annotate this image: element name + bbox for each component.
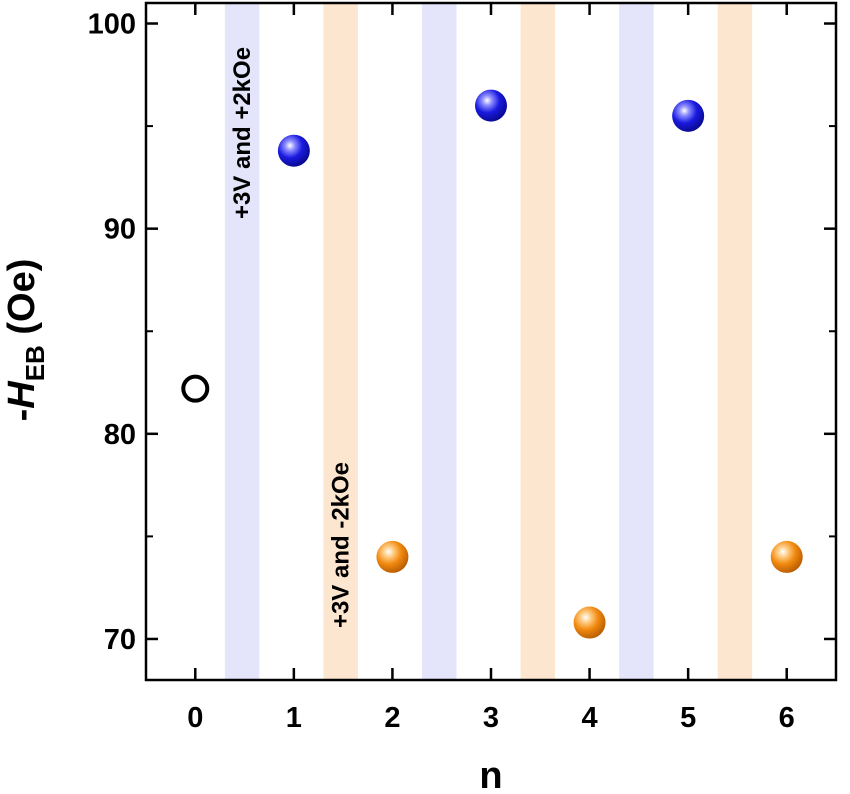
y-tick-label: 70: [104, 624, 136, 656]
axis-ticks: 0 1 2 3 4 5 6 70 80 90 100: [88, 3, 836, 734]
data-point: [277, 134, 310, 167]
data-point-open: [181, 374, 210, 403]
band-annotations: +3V and +2kOe +3V and -2kOe: [229, 47, 355, 628]
data-point: [573, 606, 606, 639]
x-tick-label: 2: [384, 702, 400, 734]
band-2: [422, 3, 457, 680]
y-tick-label: 90: [104, 214, 136, 246]
y-axis-title: -HEB (Oe): [1, 259, 50, 422]
data-points: [181, 89, 803, 639]
data-point: [376, 540, 409, 573]
band-3: [520, 3, 556, 680]
data-point: [475, 89, 507, 122]
band-1: [323, 3, 358, 680]
data-point: [770, 540, 803, 573]
band-5: [717, 3, 753, 680]
x-tick-label: 1: [286, 702, 302, 734]
band-0: [224, 3, 260, 680]
x-tick-label: 5: [680, 702, 696, 734]
band-4: [619, 3, 654, 680]
highlight-bands: [224, 3, 753, 680]
x-tick-label: 0: [187, 702, 203, 734]
x-tick-label: 6: [779, 702, 795, 734]
band-annotation-1: +3V and -2kOe: [328, 462, 355, 628]
x-axis-title: n: [479, 755, 502, 794]
y-tick-label: 100: [88, 9, 136, 41]
x-tick-label: 4: [582, 702, 598, 734]
band-annotation-0: +3V and +2kOe: [229, 47, 256, 219]
y-tick-label: 80: [104, 419, 136, 451]
x-tick-label: 3: [483, 702, 499, 734]
axis-titles: n -HEB (Oe): [1, 259, 503, 794]
data-point: [672, 99, 705, 132]
